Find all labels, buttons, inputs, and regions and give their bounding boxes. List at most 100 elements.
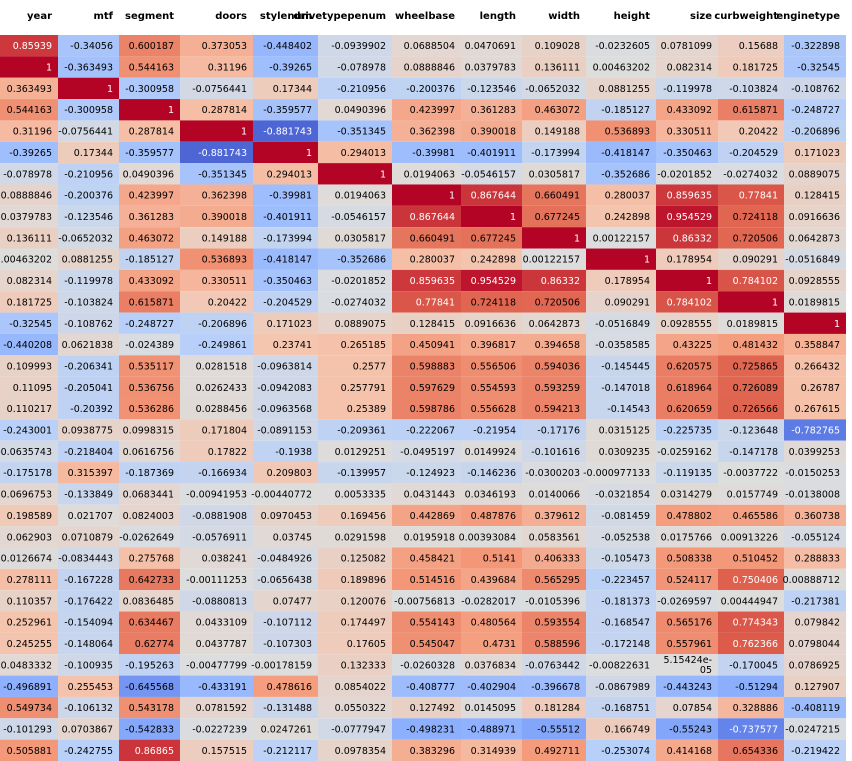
cell-value-label: -0.133849 — [64, 490, 113, 501]
cell-value-label: 0.85939 — [13, 41, 52, 52]
cell-value-label: -0.352686 — [337, 255, 386, 266]
heatmap-cell — [119, 141, 180, 164]
heatmap-cell — [318, 611, 392, 633]
cell-value-label: -0.219422 — [791, 746, 840, 757]
cell-value-label: -0.154094 — [64, 618, 113, 629]
cell-value-label: 0.255453 — [68, 682, 113, 693]
heatmap-cell — [180, 269, 253, 292]
heatmap-cell — [58, 141, 119, 164]
cell-value-label: 0.0490396 — [123, 169, 174, 180]
cell-value-label: 0.598786 — [410, 404, 455, 415]
cell-value-label: -0.359577 — [125, 148, 174, 159]
cell-value-label: 0.510452 — [733, 554, 778, 565]
cell-value-label: -0.107303 — [263, 639, 312, 650]
cell-value-label: -0.0247215 — [785, 724, 840, 735]
cell-value-label: 0.867644 — [410, 212, 455, 223]
heatmap-cell — [784, 547, 846, 569]
cell-value-label: 0.543178 — [129, 703, 174, 714]
cell-value-label: -0.350463 — [263, 276, 312, 287]
cell-value-label: -0.119978 — [64, 276, 113, 287]
cell-value-label: 0.120076 — [341, 596, 386, 607]
heatmap-cell — [253, 376, 318, 398]
heatmap-cell — [180, 184, 253, 206]
cell-value-label: 0.00393084 — [459, 532, 516, 543]
cell-value-label: 0.110357 — [7, 596, 52, 607]
heatmap-cell — [718, 120, 784, 142]
heatmap-cell — [180, 141, 253, 164]
cell-value-label: 0.0129251 — [335, 447, 386, 458]
heatmap-cell — [253, 312, 318, 334]
column-header-mtf: mtf — [93, 11, 113, 22]
heatmap-cell — [392, 718, 461, 740]
heatmap-cell — [0, 398, 58, 420]
heatmap-cell — [784, 291, 846, 313]
cell-value-label: -0.055124 — [791, 532, 840, 543]
heatmap-cell — [718, 547, 784, 569]
cell-value-label: -0.0656438 — [257, 575, 312, 586]
cell-value-label: 0.294013 — [341, 148, 386, 159]
cell-value-label: -0.0756441 — [192, 84, 247, 95]
cell-value-label: -0.34056 — [70, 41, 113, 52]
cell-value-label: -0.0274032 — [723, 169, 778, 180]
cell-value-label: -0.396678 — [531, 682, 580, 693]
cell-value-label: -0.206896 — [791, 127, 840, 138]
heatmap-cell — [392, 547, 461, 569]
heatmap-cell — [392, 419, 461, 441]
heatmap-cell — [0, 568, 58, 591]
cell-value-label: -0.14543 — [607, 404, 650, 415]
heatmap-cell — [253, 35, 318, 57]
cell-value-label: -0.148064 — [64, 639, 113, 650]
heatmap-cell — [58, 56, 119, 78]
heatmap-cell — [180, 611, 253, 633]
heatmap-cell — [522, 611, 586, 633]
heatmap-cell — [718, 590, 784, 612]
heatmap-cell — [461, 611, 522, 633]
heatmap-cell — [461, 163, 522, 185]
heatmap-cell — [656, 35, 718, 57]
cell-value-label: -0.39265 — [9, 148, 52, 159]
cell-value-label: 0.724118 — [733, 212, 778, 223]
heatmap-cell — [656, 184, 718, 206]
cell-value-label: -0.51294 — [735, 682, 778, 693]
heatmap-cell — [180, 718, 253, 740]
cell-value-label: -0.123546 — [64, 212, 113, 223]
cell-value-label: 0.288833 — [795, 554, 840, 565]
heatmap-cell — [718, 312, 784, 334]
heatmap-cell — [586, 419, 656, 441]
heatmap-cell — [586, 654, 656, 676]
heatmap-cell — [784, 35, 846, 57]
heatmap-cell — [58, 163, 119, 185]
heatmap-cell — [318, 462, 392, 484]
cell-value-label: 0.0854022 — [335, 682, 386, 693]
heatmap-cell — [784, 440, 846, 463]
cell-value-label: 0.0970453 — [261, 511, 312, 522]
heatmap-cell — [180, 163, 253, 185]
cell-value-label: 0.038241 — [202, 554, 247, 565]
heatmap-cell — [253, 227, 318, 249]
cell-value-label: -0.0232605 — [595, 41, 650, 52]
heatmap-cell — [461, 675, 522, 697]
heatmap-cell — [180, 248, 253, 270]
cell-value-label: -0.418147 — [263, 255, 312, 266]
cell-value-label: -0.00440772 — [251, 490, 312, 501]
cell-value-label: -0.408777 — [406, 682, 455, 693]
heatmap-cell — [461, 248, 522, 270]
cell-value-label: -0.103824 — [729, 84, 778, 95]
heatmap-cell — [253, 504, 318, 527]
cell-value-label: 1 — [772, 297, 778, 308]
heatmap-cell — [392, 312, 461, 334]
cell-value-label: 0.544163 — [129, 63, 174, 74]
cell-value-label: -0.881743 — [263, 127, 312, 138]
heatmap-cell — [718, 56, 784, 78]
cell-value-label: 0.465586 — [733, 511, 778, 522]
heatmap-cell — [180, 504, 253, 527]
heatmap-cell — [119, 99, 180, 121]
heatmap-cell — [718, 504, 784, 527]
heatmap-cell — [392, 611, 461, 633]
heatmap-cell — [253, 56, 318, 78]
cell-value-label: -0.782765 — [791, 426, 840, 437]
heatmap-cell — [0, 547, 58, 569]
heatmap-cell — [318, 547, 392, 569]
cell-value-label: 1 — [706, 276, 712, 287]
heatmap-cell — [718, 35, 784, 57]
